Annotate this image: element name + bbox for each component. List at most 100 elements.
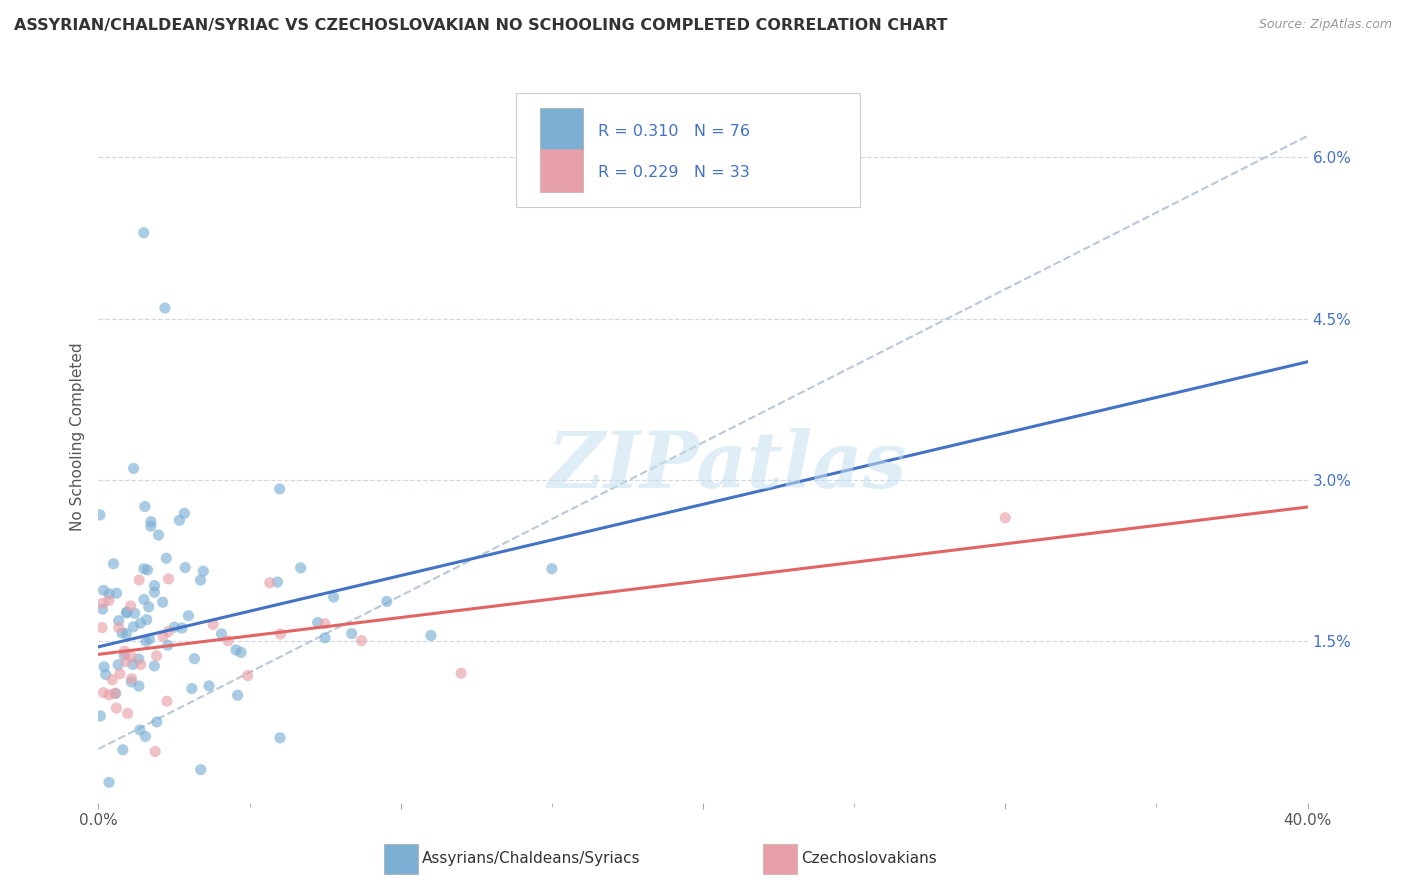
Point xyxy=(202,617,225,632)
Point xyxy=(450,666,472,681)
Point xyxy=(98,688,121,702)
Point xyxy=(97,593,120,607)
Point xyxy=(322,590,344,604)
Point xyxy=(217,633,239,648)
Point xyxy=(156,638,179,652)
Point xyxy=(420,628,443,642)
Point xyxy=(111,626,134,640)
Point xyxy=(180,681,202,696)
Point xyxy=(98,587,121,601)
Point xyxy=(225,643,247,657)
Point xyxy=(211,627,233,641)
Point xyxy=(229,645,252,659)
Point xyxy=(89,709,111,723)
Point xyxy=(145,648,167,663)
Point xyxy=(143,585,166,599)
Point xyxy=(155,551,177,566)
Point xyxy=(114,644,136,658)
FancyBboxPatch shape xyxy=(540,108,583,151)
Point xyxy=(117,706,139,721)
Point xyxy=(135,634,157,648)
Point xyxy=(91,602,114,616)
Point xyxy=(156,694,179,708)
Point xyxy=(198,679,221,693)
Point xyxy=(290,561,312,575)
Point xyxy=(375,594,398,608)
Point xyxy=(120,675,142,690)
Point xyxy=(105,586,128,600)
Point xyxy=(132,562,155,576)
Point xyxy=(994,510,1017,524)
Point xyxy=(120,599,142,613)
Point xyxy=(177,608,200,623)
Point xyxy=(122,461,145,475)
Point xyxy=(259,575,281,590)
Point xyxy=(143,745,166,759)
Point xyxy=(124,607,146,621)
Point xyxy=(128,723,150,737)
Point xyxy=(152,595,174,609)
Point xyxy=(143,579,166,593)
Point xyxy=(104,686,127,700)
Point xyxy=(89,508,111,522)
Point xyxy=(157,624,180,639)
Point xyxy=(269,731,291,745)
Point xyxy=(115,605,138,619)
Point xyxy=(104,686,127,700)
Point xyxy=(103,557,125,571)
Point xyxy=(540,562,562,576)
Point xyxy=(132,226,155,240)
Point xyxy=(134,730,156,744)
Point xyxy=(115,606,138,620)
Point xyxy=(190,573,212,587)
Point xyxy=(138,632,160,646)
Point xyxy=(314,616,336,631)
Point xyxy=(138,599,160,614)
Point xyxy=(129,657,152,672)
Point xyxy=(269,482,291,496)
Point xyxy=(121,657,143,672)
Point xyxy=(193,564,215,578)
Point xyxy=(93,583,115,598)
Point xyxy=(135,613,157,627)
Point xyxy=(136,563,159,577)
Point xyxy=(93,660,115,674)
Point xyxy=(132,592,155,607)
Point xyxy=(173,507,195,521)
Point xyxy=(115,655,138,669)
Point xyxy=(107,620,129,634)
Point xyxy=(93,686,115,700)
Point xyxy=(111,743,134,757)
Point xyxy=(226,688,249,702)
Text: Assyrians/Chaldeans/Syriacs: Assyrians/Chaldeans/Syriacs xyxy=(422,852,640,866)
Point xyxy=(146,714,169,729)
Point xyxy=(107,657,129,672)
Point xyxy=(143,659,166,673)
FancyBboxPatch shape xyxy=(516,94,860,207)
Point xyxy=(107,614,129,628)
Point xyxy=(139,519,162,533)
Text: R = 0.229   N = 33: R = 0.229 N = 33 xyxy=(598,165,749,180)
Text: R = 0.310   N = 76: R = 0.310 N = 76 xyxy=(598,124,749,139)
Text: Source: ZipAtlas.com: Source: ZipAtlas.com xyxy=(1258,18,1392,31)
Point xyxy=(91,596,114,610)
Point xyxy=(128,652,150,666)
Point xyxy=(190,763,212,777)
Point xyxy=(340,626,363,640)
Point xyxy=(94,667,117,681)
Point xyxy=(128,573,150,587)
Point xyxy=(148,528,170,542)
Point xyxy=(157,572,180,586)
Point xyxy=(112,648,135,663)
Point xyxy=(122,620,145,634)
Point xyxy=(153,301,176,315)
Point xyxy=(314,631,336,645)
FancyBboxPatch shape xyxy=(540,149,583,192)
Point xyxy=(170,621,193,635)
Point xyxy=(270,627,292,641)
Point xyxy=(236,668,259,682)
Point xyxy=(101,673,124,687)
Point xyxy=(108,666,131,681)
Point xyxy=(115,626,138,640)
Point xyxy=(152,629,174,643)
